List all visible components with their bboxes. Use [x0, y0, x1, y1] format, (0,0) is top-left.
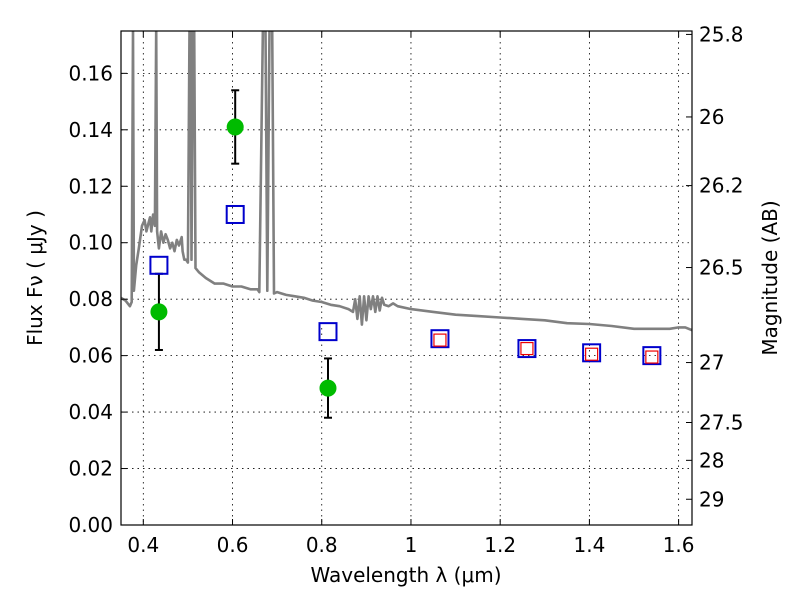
- model-photometry-point: [149, 255, 169, 275]
- mag-tick-label: 26.5: [699, 256, 744, 280]
- mag-tick-label: 27: [699, 351, 724, 375]
- x-tick-label: 1.6: [663, 533, 695, 557]
- observed-photometry-point: [226, 118, 244, 136]
- ticks: [121, 31, 692, 526]
- ir-model-point: [645, 350, 659, 364]
- x-tick-label: 0.6: [217, 533, 249, 557]
- y-tick-label: 0.06: [68, 344, 113, 368]
- data-layer: [121, 31, 692, 419]
- y-tick-label: 0.14: [68, 118, 113, 142]
- mag-tick-label: 28: [699, 448, 724, 472]
- y-axis-label: Flux Fν ( μJy ): [23, 210, 47, 346]
- plot-frame: [120, 30, 693, 526]
- x-tick-label: 1.4: [573, 533, 605, 557]
- model-photometry-point: [318, 322, 338, 342]
- ir-model-point: [520, 341, 534, 356]
- model-photometry-point: [517, 339, 537, 359]
- mag-tick-label: 25.8: [699, 22, 744, 46]
- mag-tick-label: 26.2: [699, 174, 744, 198]
- ir-model-point: [585, 347, 599, 361]
- model-photometry-point: [225, 204, 245, 224]
- y-tick-label: 0.08: [68, 287, 113, 311]
- y-tick-label: 0.12: [68, 174, 113, 198]
- y-tick-label: 0.00: [68, 513, 113, 537]
- observed-photometry-point: [150, 303, 168, 321]
- x-tick-label: 1.2: [484, 533, 516, 557]
- tick-labels: 0.4 0.6 0.8 1 1.2 1.4 1.6 0.00 0.02 0.04 0.06 0.08 0…: [68, 22, 743, 557]
- mag-tick-label: 29: [699, 487, 724, 511]
- y-axis-right-label: Magnitude (AB): [758, 200, 782, 355]
- y-tick-label: 0.02: [68, 457, 113, 481]
- observed-photometry-point: [319, 379, 337, 397]
- y-tick-label: 0.10: [68, 231, 113, 255]
- model-photometry-point: [642, 346, 662, 366]
- model-spectrum-line: [121, 31, 692, 332]
- model-photometry-point: [582, 343, 602, 363]
- model-photometry-point: [430, 329, 450, 349]
- x-tick-label: 0.4: [127, 533, 159, 557]
- x-tick-label: 1: [405, 533, 418, 557]
- x-tick-label: 0.8: [306, 533, 338, 557]
- x-axis-label: Wavelength λ (μm): [310, 563, 501, 587]
- y-tick-label: 0.16: [68, 61, 113, 85]
- ir-model-point: [433, 333, 447, 347]
- mag-tick-label: 27.5: [699, 411, 744, 435]
- y-tick-label: 0.04: [68, 400, 113, 424]
- mag-tick-label: 26: [699, 105, 724, 129]
